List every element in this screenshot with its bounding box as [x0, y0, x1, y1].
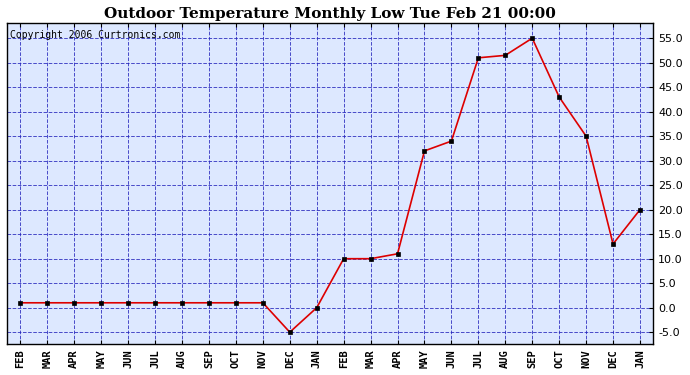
Title: Outdoor Temperature Monthly Low Tue Feb 21 00:00: Outdoor Temperature Monthly Low Tue Feb …	[104, 7, 556, 21]
Text: Copyright 2006 Curtronics.com: Copyright 2006 Curtronics.com	[10, 30, 181, 40]
